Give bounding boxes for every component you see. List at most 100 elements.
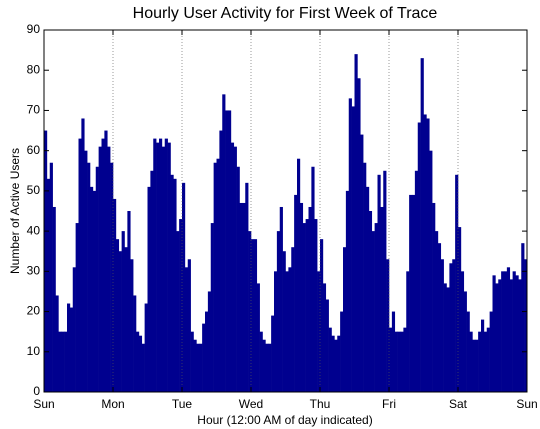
bar [357,78,361,393]
bar [305,219,309,392]
bar [391,311,396,392]
bar [518,279,522,392]
bar [397,331,401,392]
bar [343,247,347,392]
bar [348,98,352,392]
bar [161,146,166,392]
bar [170,174,174,392]
y-tick-label: 90 [27,22,41,36]
bar [239,202,243,392]
bar [136,331,140,392]
bar [251,239,255,392]
bar [55,295,59,392]
x-tick-label: Tue [172,397,193,411]
bar [107,146,111,392]
bar [64,331,68,392]
bar [72,267,76,392]
bar [504,271,508,392]
bar [190,331,194,392]
bar [167,142,171,392]
bar [84,150,88,392]
bar [67,303,71,392]
bar [478,331,482,392]
bar [182,182,186,392]
bar [61,331,65,392]
chart-title: Hourly User Activity for First Week of T… [133,5,438,22]
bar [371,231,375,392]
bar [75,223,79,392]
bar [469,331,473,392]
bar [299,202,304,392]
bar [351,106,355,392]
bar [394,331,398,392]
bar [276,231,281,392]
bar [92,190,97,392]
plot-frame [43,29,528,393]
bar [179,219,183,392]
x-tick-label: Wed [239,397,263,411]
x-tick-label: Mon [101,397,124,411]
bar [130,259,134,392]
bar [320,239,324,392]
bar [207,291,212,392]
bar [489,311,493,392]
bar [150,170,154,392]
bar [409,194,413,392]
x-axis-label: Hour (12:00 AM of day indicated) [197,413,372,427]
bar [115,239,120,392]
bar [253,239,258,392]
bar [118,251,122,392]
bar [78,138,82,392]
bar [429,150,433,392]
bar [400,331,404,392]
bar [403,327,407,392]
bar [472,339,476,392]
bar [228,110,232,392]
y-tick-label: 70 [27,103,41,117]
bar [219,130,223,393]
bar [340,311,344,392]
bar [69,307,74,392]
bar [377,174,381,392]
bar [199,343,203,392]
bar [46,178,51,392]
x-tick-label: Sun [516,397,537,411]
bar [153,138,157,392]
bar [325,299,329,392]
x-tick-label: Thu [310,397,331,411]
bar [147,186,151,392]
bar [406,271,410,392]
bar [259,331,263,392]
bar [271,315,275,392]
bar [113,198,117,392]
bar [420,58,424,393]
bar [311,166,315,392]
bar [156,142,160,392]
bar [159,138,163,392]
bar [417,122,421,392]
bar [213,162,217,392]
bar [173,178,177,392]
bar [205,311,209,392]
bar [44,130,48,393]
x-tick-label: Sat [449,397,468,411]
y-tick-label: 50 [27,183,41,197]
bar [317,271,321,392]
bar [176,231,180,392]
y-tick-label: 30 [27,264,41,278]
bar [386,259,390,392]
bar [524,259,528,392]
bar [110,162,114,392]
bar [282,251,286,392]
bar [412,194,416,392]
bar [274,271,278,392]
bar [127,211,131,392]
bar [506,267,511,392]
bar [455,174,459,392]
bar [302,223,306,392]
bar [248,231,252,392]
bar [498,279,502,392]
bar [475,339,479,392]
bar [124,247,128,392]
